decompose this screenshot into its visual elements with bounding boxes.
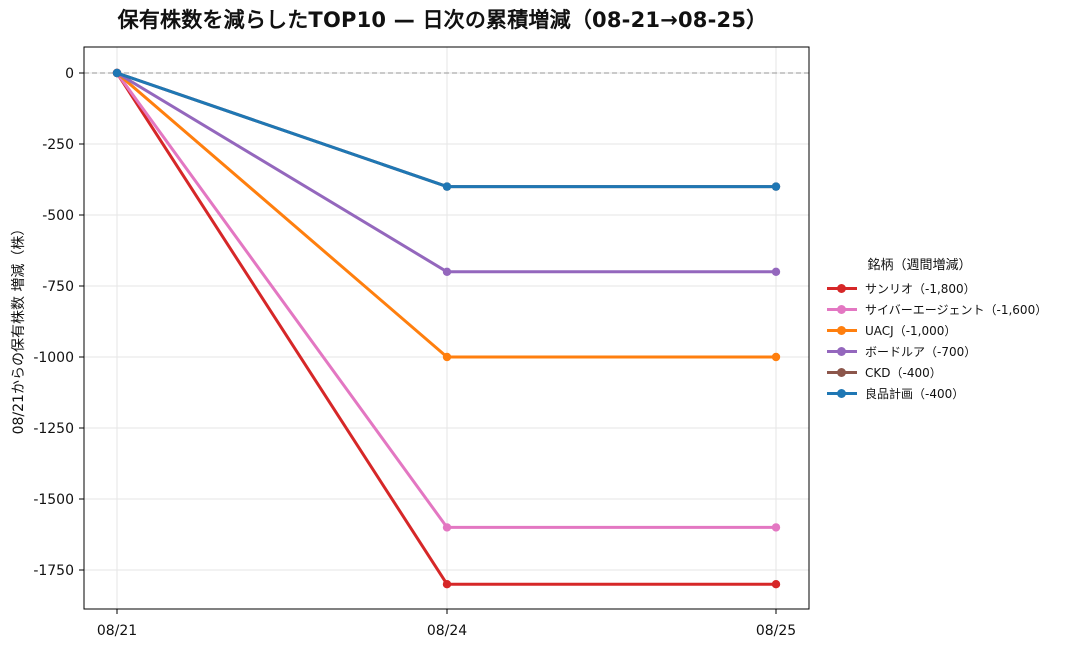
- data-point: [442, 580, 452, 589]
- legend-marker: [837, 284, 846, 293]
- legend-marker: [837, 389, 846, 398]
- y-axis-label: 08/21からの保有株数 増減（株）: [10, 222, 27, 435]
- legend-swatch: [827, 389, 857, 398]
- legend-swatch: [827, 305, 857, 314]
- y-tick-label: -1750: [33, 563, 74, 579]
- data-point: [771, 580, 781, 589]
- legend-swatch: [827, 326, 857, 335]
- y-tick-label: 0: [65, 66, 74, 82]
- legend-item: CKD（-400）: [822, 362, 1077, 383]
- data-point: [442, 523, 452, 532]
- legend-item: サンリオ（-1,800）: [822, 278, 1077, 299]
- legend-item: UACJ（-1,000）: [822, 320, 1077, 341]
- y-tick-label: -500: [42, 208, 74, 224]
- grid-layer: [84, 47, 809, 609]
- y-tick-label: -1000: [33, 350, 74, 366]
- legend-marker: [837, 326, 846, 335]
- data-point: [442, 352, 452, 362]
- x-tick-label: 08/24: [427, 623, 467, 639]
- legend-item: 良品計画（-400）: [822, 383, 1077, 404]
- data-point: [112, 68, 122, 78]
- legend-label: 良品計画（-400）: [865, 387, 965, 401]
- x-tick-label: 08/21: [97, 623, 137, 639]
- legend-label: サイバーエージェント（-1,600）: [865, 303, 1048, 317]
- legend-item: サイバーエージェント（-1,600）: [822, 299, 1077, 320]
- series-layer: [112, 68, 781, 589]
- y-tick-label: -1250: [33, 421, 74, 437]
- data-point: [771, 267, 781, 276]
- data-point: [442, 267, 452, 276]
- legend-label: CKD（-400）: [865, 366, 942, 380]
- y-tick-label: -250: [42, 137, 74, 153]
- legend-swatch: [827, 368, 857, 377]
- x-tick-label: 08/25: [756, 623, 796, 639]
- chart-title: 保有株数を減らしたTOP10 — 日次の累積増減（08-21→08-25）: [117, 8, 768, 32]
- legend-item: ボードルア（-700）: [822, 341, 1077, 362]
- legend-title: 銘柄（週間増減）: [867, 258, 972, 273]
- legend-marker: [837, 368, 846, 377]
- legend-marker: [837, 305, 846, 314]
- legend-swatch: [827, 347, 857, 356]
- data-point: [771, 523, 781, 532]
- y-tick-label: -750: [42, 279, 74, 295]
- data-point: [442, 182, 452, 191]
- y-ticks: 0 -250 -500 -750 -1000 -1250 -1500 -1750: [33, 66, 84, 579]
- legend-marker: [837, 347, 846, 356]
- legend-items: サンリオ（-1,800） サイバーエージェント（-1,600） UACJ（-1,00…: [822, 278, 1077, 404]
- data-point: [771, 182, 781, 191]
- legend-label: UACJ（-1,000）: [865, 324, 957, 338]
- legend-label: ボードルア（-700）: [865, 345, 977, 359]
- data-point: [771, 352, 781, 362]
- x-ticks: 08/21 08/24 08/25: [97, 609, 796, 639]
- legend: 銘柄（週間増減） サンリオ（-1,800） サイバーエージェント（-1,600） U…: [822, 254, 1077, 404]
- legend-swatch: [827, 284, 857, 293]
- y-tick-label: -1500: [33, 492, 74, 508]
- legend-label: サンリオ（-1,800）: [865, 282, 976, 296]
